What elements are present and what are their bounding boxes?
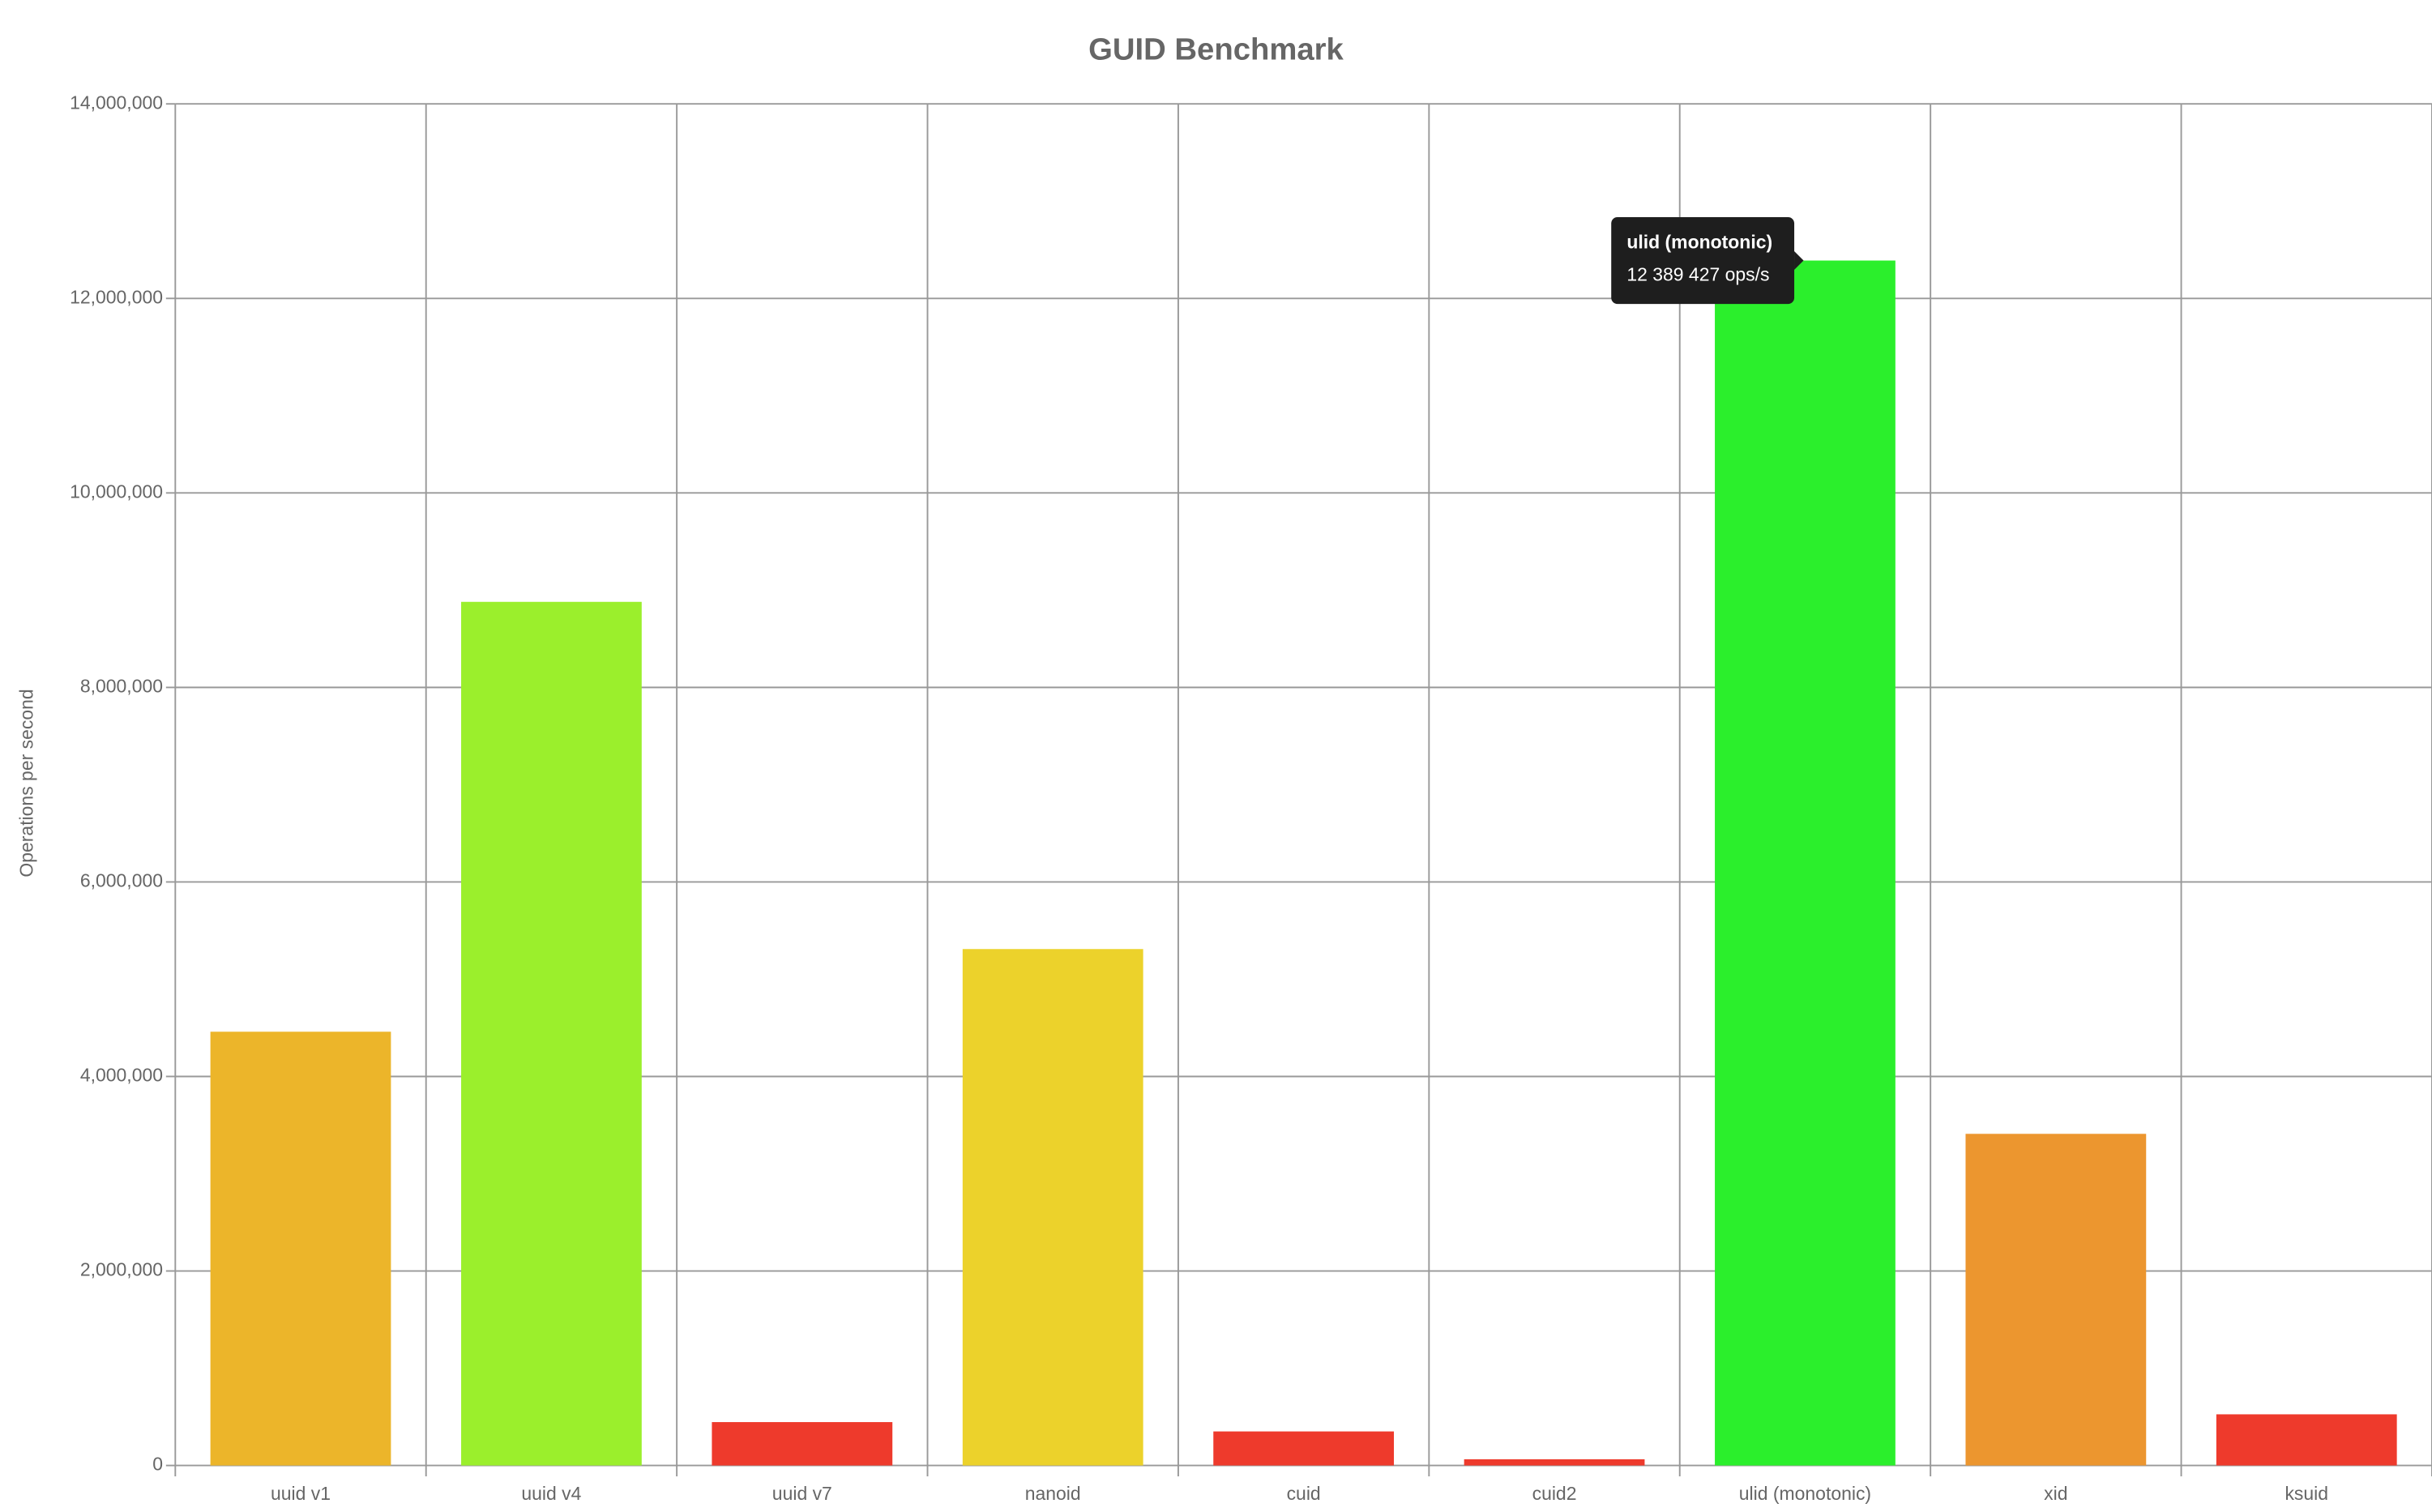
x-tick-label: cuid bbox=[1287, 1483, 1321, 1504]
x-tick-label: uuid v7 bbox=[772, 1483, 832, 1504]
x-tick-label: xid bbox=[2044, 1483, 2067, 1504]
y-tick-label: 8,000,000 bbox=[80, 675, 163, 696]
y-tick-label: 6,000,000 bbox=[80, 869, 163, 891]
x-tick-label: ulid (monotonic) bbox=[1739, 1483, 1871, 1504]
y-tick-label: 0 bbox=[152, 1454, 163, 1475]
chart-title: GUID Benchmark bbox=[1088, 32, 1344, 66]
bar bbox=[1965, 1134, 2147, 1466]
x-tick-label: uuid v4 bbox=[521, 1483, 581, 1504]
tooltip-value: 12 389 427 ops/s bbox=[1626, 264, 1769, 285]
x-tick-label: ksuid bbox=[2285, 1483, 2328, 1504]
bar bbox=[210, 1031, 391, 1466]
y-tick-label: 10,000,000 bbox=[70, 481, 163, 502]
x-tick-label: uuid v1 bbox=[271, 1483, 331, 1504]
y-tick-label: 2,000,000 bbox=[80, 1259, 163, 1280]
tooltip-box bbox=[1611, 216, 1795, 305]
y-tick-label: 4,000,000 bbox=[80, 1065, 163, 1086]
y-axis-label: Operations per second bbox=[16, 689, 37, 877]
tooltip-title: ulid (monotonic) bbox=[1626, 232, 1772, 253]
bar bbox=[2216, 1414, 2397, 1466]
tooltip: ulid (monotonic) 12 389 427 ops/s bbox=[1611, 216, 1804, 305]
x-tick-label: cuid2 bbox=[1532, 1483, 1577, 1504]
tooltip-arrow bbox=[1794, 251, 1804, 271]
y-tick-label: 14,000,000 bbox=[70, 92, 163, 113]
bar bbox=[1715, 260, 1896, 1466]
y-tick-label: 12,000,000 bbox=[70, 286, 163, 307]
bar bbox=[712, 1422, 893, 1466]
bar bbox=[461, 601, 642, 1466]
x-tick-label: nanoid bbox=[1025, 1483, 1081, 1504]
bar bbox=[1213, 1431, 1395, 1466]
bar bbox=[962, 949, 1143, 1466]
bar bbox=[1464, 1459, 1645, 1466]
